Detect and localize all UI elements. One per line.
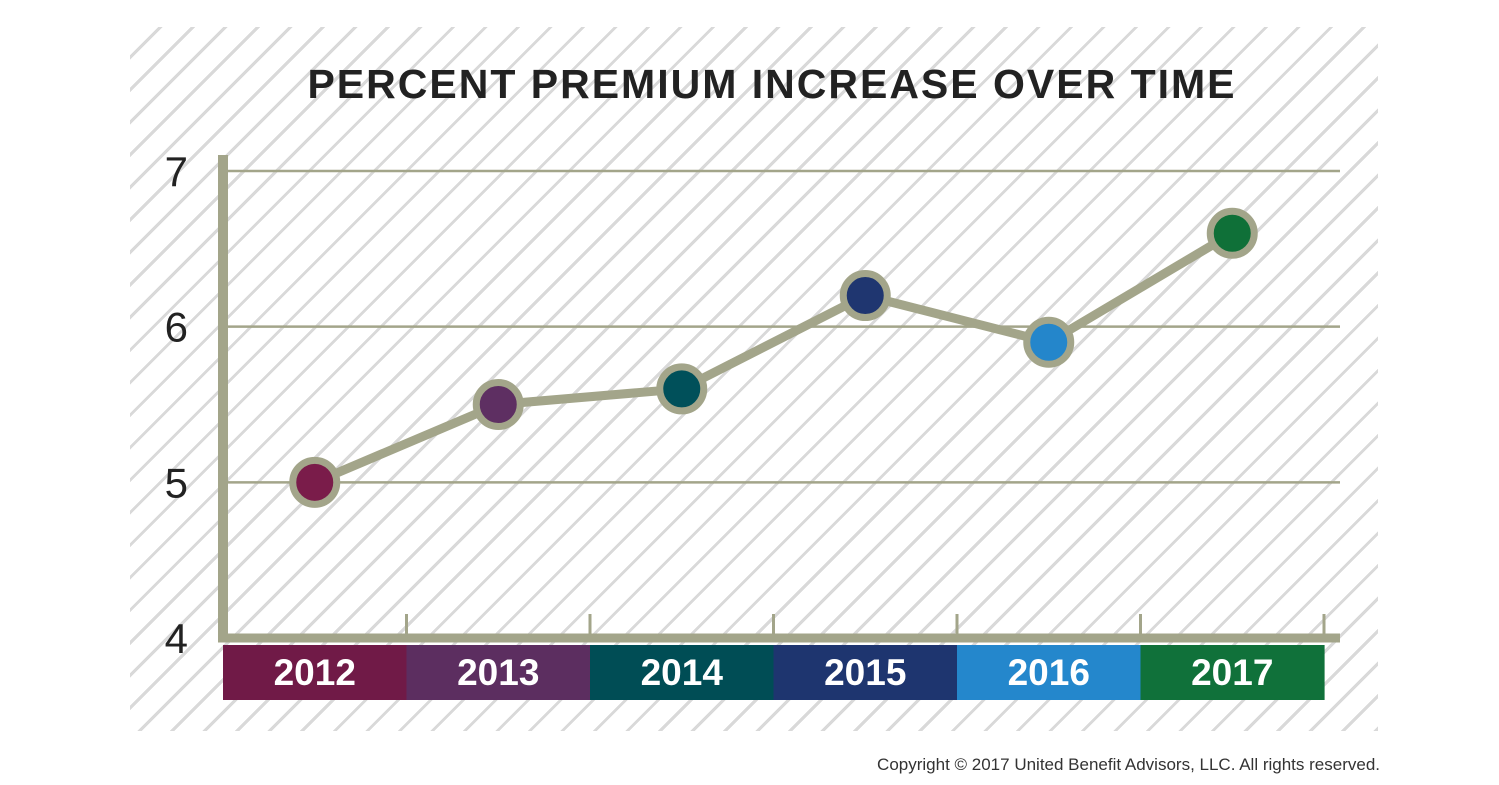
x-tick-label: 2014 — [641, 652, 724, 693]
x-tick-label: 2012 — [274, 652, 356, 693]
category-band-2016 — [957, 645, 1142, 700]
data-point-2013 — [472, 379, 524, 430]
category-bands: 2012 2013 2014 2015 2016 2017 — [223, 645, 1325, 700]
data-point-2012 — [289, 456, 341, 508]
data-point-2015 — [839, 270, 891, 322]
x-tick-label: 2015 — [824, 652, 906, 693]
y-tick-labels: 7 6 5 4 — [165, 148, 188, 662]
y-tick-label: 4 — [165, 615, 188, 662]
series-line-path — [310, 228, 1237, 487]
data-point-2017 — [1206, 207, 1258, 259]
category-band-2012 — [223, 645, 408, 700]
y-tick-label: 5 — [165, 459, 188, 506]
chart-title: PERCENT PREMIUM INCREASE OVER TIME — [307, 61, 1236, 107]
gridlines — [223, 169, 1340, 484]
y-tick-label: 6 — [165, 304, 188, 351]
data-points — [289, 207, 1258, 508]
x-tick-label: 2017 — [1191, 652, 1273, 693]
y-tick-label: 7 — [165, 148, 188, 195]
axes — [218, 155, 1340, 643]
category-band-2014 — [590, 645, 775, 700]
x-tick-label: 2013 — [457, 652, 539, 693]
data-point-2014 — [656, 363, 708, 415]
category-band-2015 — [773, 645, 958, 700]
x-tick-label: 2016 — [1008, 652, 1090, 693]
data-point-2016 — [1023, 316, 1075, 368]
copyright-notice: Copyright © 2017 United Benefit Advisors… — [877, 755, 1380, 774]
category-band-2017 — [1140, 645, 1325, 700]
category-band-2013 — [406, 645, 591, 700]
series-line — [310, 228, 1237, 487]
chart-panel — [130, 27, 1378, 731]
